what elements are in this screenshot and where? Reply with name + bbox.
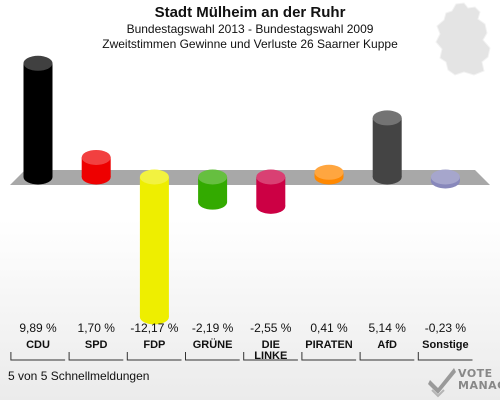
value-label: 1,70 % bbox=[78, 321, 116, 335]
value-label: -12,17 % bbox=[130, 321, 178, 335]
category-label: AfD bbox=[377, 339, 397, 351]
category-label: PIRATEN bbox=[305, 339, 353, 351]
category-label: DIE LINKE bbox=[254, 339, 287, 362]
bar-afd bbox=[372, 110, 402, 185]
footer-text: 5 von 5 Schnellmeldungen bbox=[8, 369, 150, 383]
bar-piraten bbox=[314, 164, 344, 185]
bar-die-linke bbox=[256, 169, 286, 214]
x-axis: CDU SPD FDP GRÜNE DIE LINKE PIRATEN AfD Sonstige bbox=[10, 338, 473, 362]
bar-cdu bbox=[23, 55, 53, 185]
value-label: 5,14 % bbox=[369, 321, 407, 335]
value-label: 9,89 % bbox=[19, 321, 57, 335]
category-bracket bbox=[126, 352, 182, 361]
bar-sonstige bbox=[430, 169, 460, 189]
category-label: CDU bbox=[26, 339, 50, 351]
category-label: GRÜNE bbox=[193, 338, 233, 351]
chart-header: Stadt Mülheim an der Ruhr Bundestagswahl… bbox=[0, 4, 500, 52]
votemanager-logo-icon: VOTE MANAGER bbox=[428, 364, 500, 400]
category-bracket bbox=[185, 352, 240, 361]
bars-group bbox=[23, 55, 460, 325]
bar-fdp bbox=[139, 169, 169, 325]
chart-subtitle-1: Bundestagswahl 2013 - Bundestagswahl 200… bbox=[126, 22, 374, 36]
category-bracket bbox=[68, 352, 124, 361]
category-bracket bbox=[359, 352, 415, 361]
chart-baseline-plane bbox=[10, 170, 490, 185]
germany-map-icon bbox=[435, 2, 491, 76]
chart-subtitle-2: Zweitstimmen Gewinne und Verluste 26 Saa… bbox=[102, 37, 398, 51]
logo-line-2: MANAGER bbox=[458, 379, 500, 392]
bar-spd bbox=[81, 149, 111, 185]
category-label: Sonstige bbox=[422, 339, 468, 351]
logo-check-icon bbox=[428, 368, 456, 398]
bar-grüne bbox=[198, 169, 228, 210]
category-bracket bbox=[10, 352, 66, 361]
value-label: -2,55 % bbox=[250, 321, 292, 335]
category-label: FDP bbox=[143, 339, 165, 351]
value-label: -2,19 % bbox=[192, 321, 234, 335]
logo-line-1: VOTE bbox=[458, 367, 493, 380]
value-labels-group: 9,89 % 1,70 % -12,17 % -2,19 % -2,55 % 0,41 %… bbox=[19, 321, 466, 335]
category-bracket bbox=[417, 352, 473, 361]
value-label: 0,41 % bbox=[310, 321, 348, 335]
category-label: SPD bbox=[85, 339, 108, 351]
chart-title: Stadt Mülheim an der Ruhr bbox=[154, 4, 346, 21]
category-bracket bbox=[301, 352, 357, 361]
category-bracket bbox=[243, 352, 298, 361]
value-label: -0,23 % bbox=[425, 321, 467, 335]
logo-wordmark: VOTE MANAGER bbox=[458, 368, 500, 392]
